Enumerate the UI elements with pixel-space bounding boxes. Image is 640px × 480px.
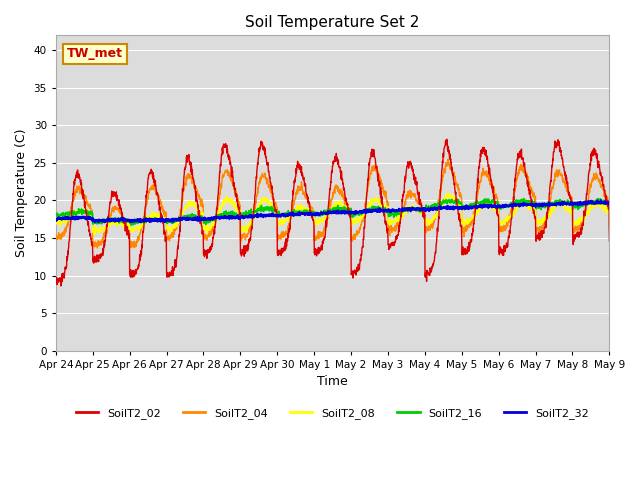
- Title: Soil Temperature Set 2: Soil Temperature Set 2: [245, 15, 420, 30]
- Text: TW_met: TW_met: [67, 48, 123, 60]
- Y-axis label: Soil Temperature (C): Soil Temperature (C): [15, 129, 28, 257]
- X-axis label: Time: Time: [317, 375, 348, 388]
- Legend: SoilT2_02, SoilT2_04, SoilT2_08, SoilT2_16, SoilT2_32: SoilT2_02, SoilT2_04, SoilT2_08, SoilT2_…: [72, 404, 593, 423]
